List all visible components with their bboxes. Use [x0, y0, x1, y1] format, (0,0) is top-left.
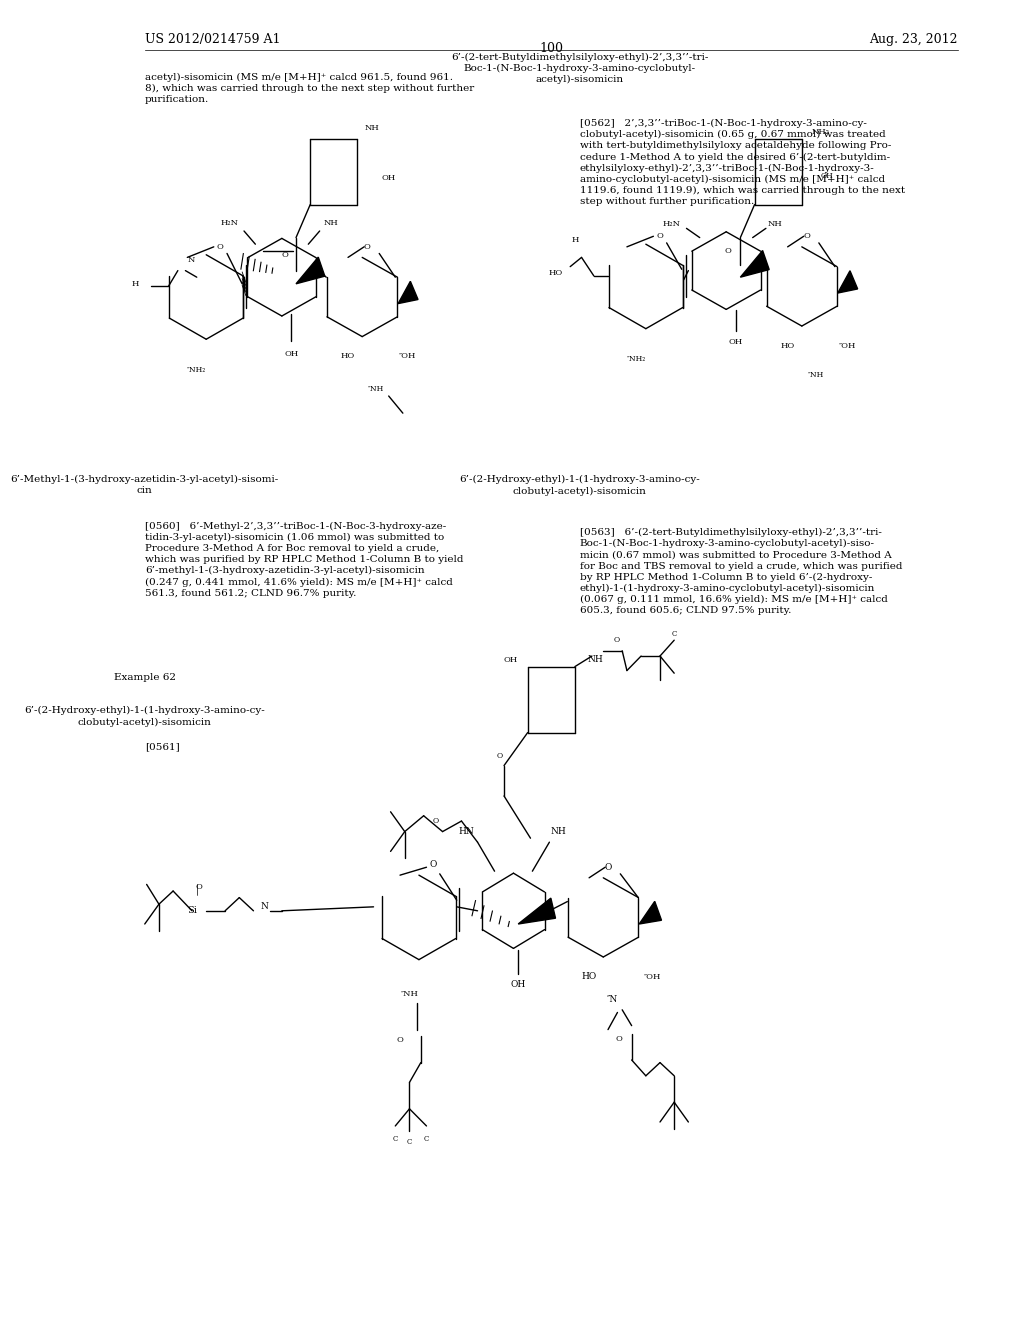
Text: ″NH: ″NH — [369, 385, 384, 393]
Text: HO: HO — [582, 973, 597, 981]
Text: US 2012/0214759 A1: US 2012/0214759 A1 — [144, 33, 281, 46]
Text: HN: HN — [459, 828, 474, 836]
Text: H: H — [132, 280, 139, 288]
Text: O: O — [282, 251, 288, 259]
Text: O: O — [396, 1036, 403, 1044]
Text: O: O — [613, 636, 620, 644]
Text: C: C — [407, 1138, 412, 1146]
Text: O: O — [429, 861, 437, 869]
Text: [0562]   2’,3,3’’-triBoc-1-(N-Boc-1-hydroxy-3-amino-cy-
clobutyl-acetyl)-sisomic: [0562] 2’,3,3’’-triBoc-1-(N-Boc-1-hydrox… — [580, 119, 905, 206]
Text: ″NH: ″NH — [808, 371, 824, 379]
Text: NH₂: NH₂ — [812, 128, 829, 136]
Text: 6’-Methyl-1-(3-hydroxy-azetidin-3-yl-acetyl)-sisomi-
cin: 6’-Methyl-1-(3-hydroxy-azetidin-3-yl-ace… — [10, 475, 279, 495]
Text: C: C — [672, 630, 677, 638]
Text: N: N — [187, 256, 195, 264]
Text: OH: OH — [381, 174, 395, 182]
Text: OH: OH — [285, 350, 298, 358]
Text: O: O — [364, 243, 371, 251]
Text: O: O — [497, 752, 503, 760]
Text: HO: HO — [780, 342, 795, 350]
Text: NH: NH — [365, 124, 379, 132]
Polygon shape — [518, 898, 555, 924]
Text: C: C — [424, 1135, 429, 1143]
Text: ″NH₂: ″NH₂ — [187, 366, 207, 374]
Text: O: O — [615, 1035, 623, 1043]
Text: O: O — [656, 232, 664, 240]
Text: 6’-(2-Hydroxy-ethyl)-1-(1-hydroxy-3-amino-cy-
clobutyl-acetyl)-sisomicin: 6’-(2-Hydroxy-ethyl)-1-(1-hydroxy-3-amin… — [460, 475, 700, 495]
Text: NH: NH — [324, 219, 338, 227]
Text: O: O — [604, 863, 611, 871]
Text: H₂N: H₂N — [221, 219, 239, 227]
Text: O: O — [803, 232, 810, 240]
Text: O: O — [725, 247, 731, 255]
Text: ″OH: ″OH — [839, 342, 856, 350]
Text: 6’-(2-Hydroxy-ethyl)-1-(1-hydroxy-3-amino-cy-
clobutyl-acetyl)-sisomicin: 6’-(2-Hydroxy-ethyl)-1-(1-hydroxy-3-amin… — [25, 706, 265, 726]
Polygon shape — [296, 257, 325, 284]
Text: [0560]   6’-Methyl-2’,3,3’’-triBoc-1-(N-Boc-3-hydroxy-aze-
tidin-3-yl-acetyl)-si: [0560] 6’-Methyl-2’,3,3’’-triBoc-1-(N-Bo… — [144, 521, 463, 598]
Text: H₂N: H₂N — [663, 220, 680, 228]
Polygon shape — [639, 902, 662, 924]
Text: acetyl)-sisomicin (MS m/e [M+H]⁺ calcd 961.5, found 961.
8), which was carried t: acetyl)-sisomicin (MS m/e [M+H]⁺ calcd 9… — [144, 73, 474, 104]
Text: O: O — [433, 817, 439, 825]
Text: C: C — [392, 1135, 398, 1143]
Text: HO: HO — [341, 352, 355, 360]
Text: [0563]   6’-(2-tert-Butyldimethylsilyloxy-ethyl)-2’,3,3’’-tri-
Boc-1-(N-Boc-1-hy: [0563] 6’-(2-tert-Butyldimethylsilyloxy-… — [580, 528, 902, 615]
Text: ″OH: ″OH — [399, 352, 417, 360]
Text: Aug. 23, 2012: Aug. 23, 2012 — [869, 33, 957, 46]
Text: ″N: ″N — [607, 995, 618, 1003]
Text: H: H — [571, 236, 579, 244]
Text: OH: OH — [511, 981, 525, 989]
Text: [0561]: [0561] — [144, 742, 179, 751]
Text: OH: OH — [504, 656, 518, 664]
Text: ″NH₂: ″NH₂ — [627, 355, 646, 363]
Text: Si: Si — [187, 907, 197, 915]
Polygon shape — [740, 251, 769, 277]
Text: NH: NH — [768, 220, 782, 228]
Text: ″NH: ″NH — [400, 990, 419, 998]
Text: 6’-(2-tert-Butyldimethylsilyloxy-ethyl)-2’,3,3’’-tri-
Boc-1-(N-Boc-1-hydroxy-3-a: 6’-(2-tert-Butyldimethylsilyloxy-ethyl)-… — [451, 53, 709, 84]
Text: O: O — [217, 243, 224, 251]
Polygon shape — [398, 281, 418, 304]
Text: OH: OH — [728, 338, 742, 346]
Text: O: O — [196, 883, 202, 891]
Text: NH: NH — [588, 656, 603, 664]
Text: OH: OH — [820, 172, 834, 180]
Text: 100: 100 — [540, 42, 563, 55]
Polygon shape — [838, 271, 858, 293]
Text: N: N — [261, 903, 268, 911]
Text: ″OH: ″OH — [644, 973, 662, 981]
Text: NH: NH — [551, 828, 566, 836]
Text: HO: HO — [549, 269, 563, 277]
Text: Example 62: Example 62 — [114, 673, 176, 682]
